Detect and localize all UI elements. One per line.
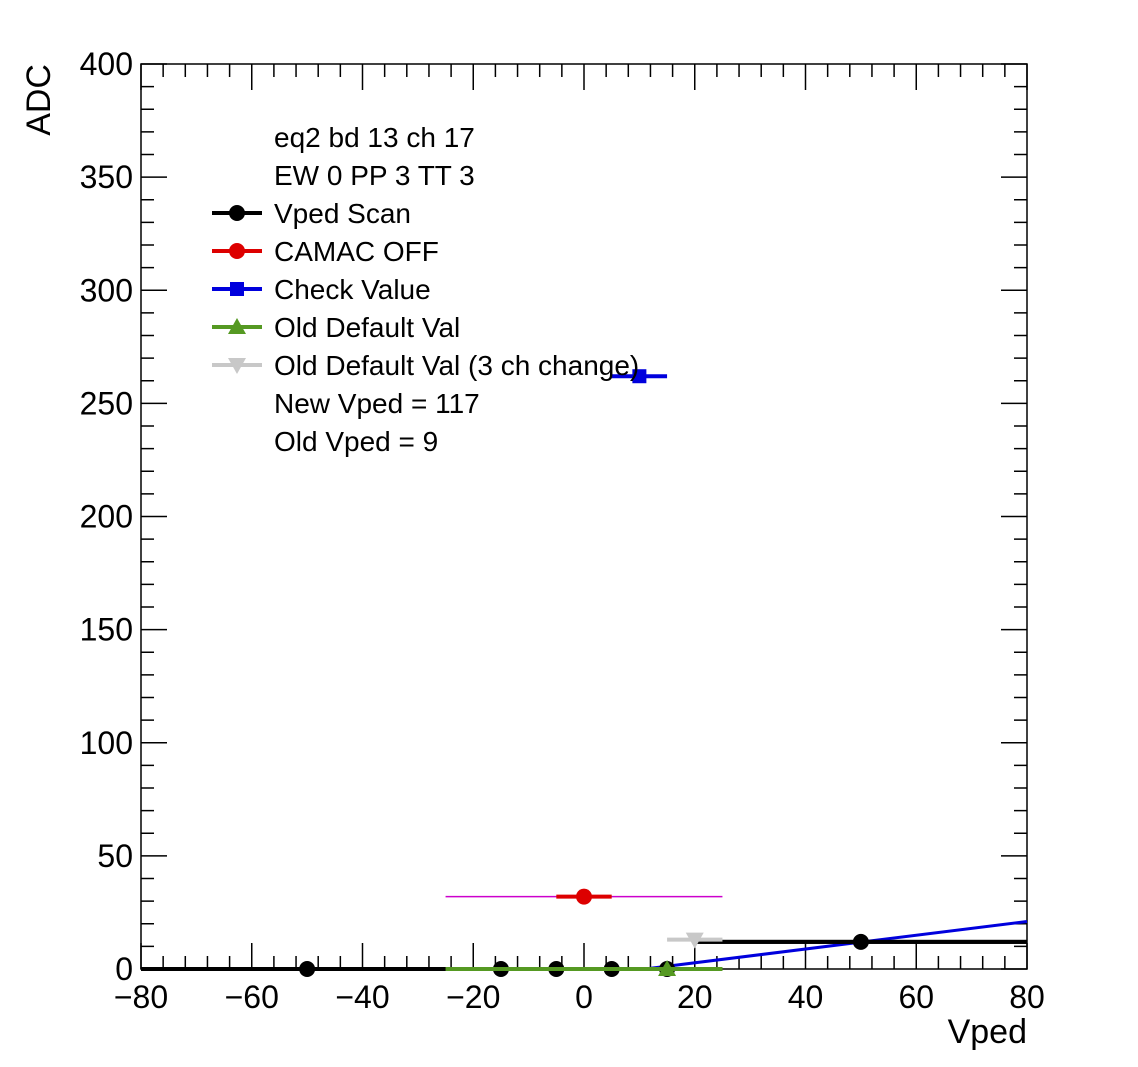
legend-marker (229, 205, 245, 221)
legend-entry: Old Default Val (274, 312, 460, 343)
legend-entry: Check Value (274, 274, 431, 305)
legend-marker (228, 358, 246, 374)
y-axis-title: ADC (20, 64, 58, 136)
extra-line-1 (644, 919, 1028, 971)
legend: eq2 bd 13 ch 17 EW 0 PP 3 TT 3 Vped Scan CA… (212, 122, 639, 457)
legend-entry: Vped Scan (274, 198, 411, 229)
legend-info-line: EW 0 PP 3 TT 3 (274, 160, 475, 191)
axis-ticks (140, 63, 1028, 970)
x-tick-label: −20 (446, 979, 500, 1015)
data-point (632, 369, 647, 384)
data-point (852, 933, 869, 950)
tick-labels: −80 −60 −40 −20 0 20 40 60 80 0 50 100 150 200 250 300 3… (80, 46, 1045, 1015)
legend-entry: Old Default Val (3 ch change) (274, 350, 639, 381)
x-tick-label: −40 (335, 979, 389, 1015)
y-tick-label: 400 (80, 46, 133, 82)
y-tick-label: 100 (80, 725, 133, 761)
x-tick-label: 20 (677, 979, 713, 1015)
legend-entry: CAMAC OFF (274, 236, 439, 267)
legend-info-line: eq2 bd 13 ch 17 (274, 122, 475, 153)
y-tick-label: 250 (80, 385, 133, 421)
x-tick-label: 60 (898, 979, 934, 1015)
data-point (299, 961, 316, 977)
y-tick-label: 300 (80, 272, 133, 308)
data-point (685, 932, 704, 949)
series-1 (556, 888, 612, 905)
data-point (576, 888, 592, 905)
series-2 (611, 369, 668, 384)
x-tick-label: −80 (114, 979, 168, 1015)
data-marks (141, 369, 1028, 977)
y-tick-label: 200 (80, 499, 133, 535)
y-tick-label: 350 (80, 159, 133, 195)
x-tick-label: 0 (575, 979, 593, 1015)
y-tick-label: 50 (97, 838, 133, 874)
legend-marker (228, 318, 246, 334)
x-tick-label: 80 (1009, 979, 1045, 1015)
x-axis-title: Vped (948, 1013, 1027, 1051)
legend-note-line: New Vped = 117 (274, 388, 480, 419)
x-tick-label: −60 (225, 979, 279, 1015)
y-tick-label: 0 (115, 951, 133, 987)
y-tick-label: 150 (80, 612, 133, 648)
legend-marker (229, 243, 245, 259)
legend-note-line: Old Vped = 9 (274, 426, 438, 457)
series-4 (667, 932, 723, 949)
legend-marker (230, 282, 244, 296)
data-point (658, 960, 677, 976)
x-tick-label: 40 (788, 979, 824, 1015)
series-3 (445, 960, 723, 976)
